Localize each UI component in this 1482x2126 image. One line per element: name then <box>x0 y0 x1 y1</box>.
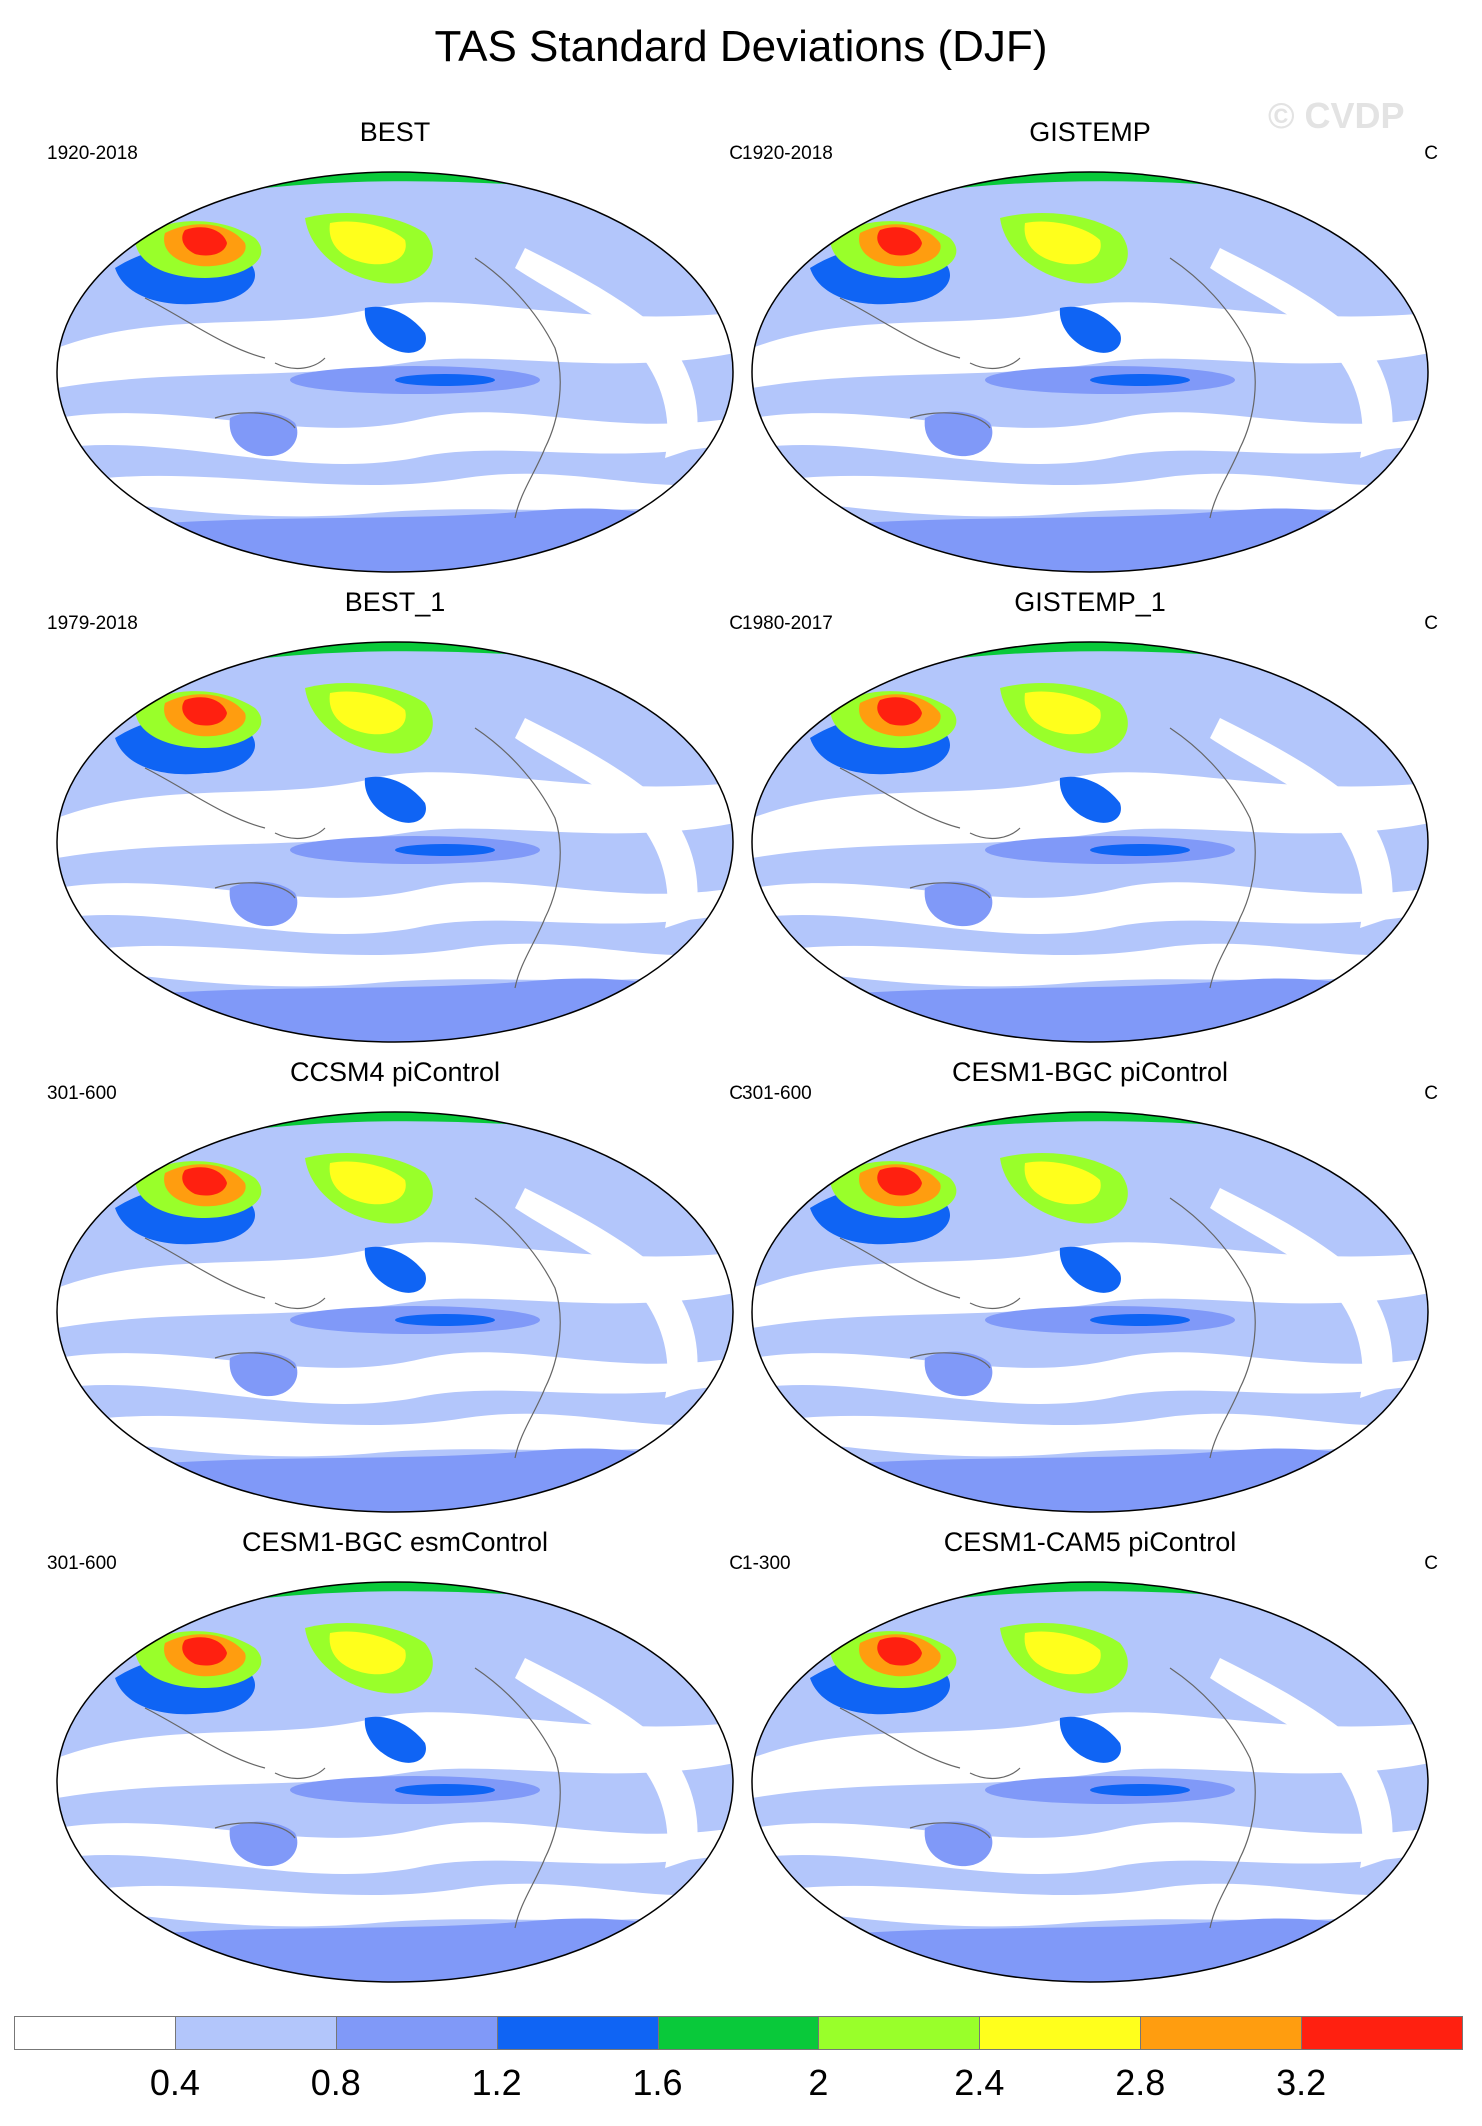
panel-period: 1980-2017 <box>742 613 833 634</box>
colorbar-tick-label: 0.8 <box>310 2062 361 2103</box>
world-map <box>45 1528 745 1998</box>
colorbar-tick-label: 2.4 <box>954 2062 1005 2103</box>
figure-title: TAS Standard Deviations (DJF) <box>434 22 1048 71</box>
panel-title: GISTEMP_1 <box>1014 587 1166 617</box>
panel-units: C <box>729 1553 743 1574</box>
panel-units: C <box>729 613 743 634</box>
panel-period: 301-600 <box>47 1083 117 1104</box>
panel-period: 1979-2018 <box>47 613 138 634</box>
panel-units: C <box>1424 1553 1438 1574</box>
colorbar-tick-label: 1.2 <box>471 2062 522 2103</box>
panel-title: BEST <box>359 117 431 147</box>
panel-title: CESM1-BGC esmControl <box>241 1527 549 1557</box>
panel-title: CESM1-CAM5 piControl <box>943 1527 1237 1557</box>
panel-units: C <box>1424 613 1438 634</box>
colorbar-tick-label: 0.4 <box>149 2062 200 2103</box>
colorbar-swatch <box>496 2016 659 2050</box>
panel-units: C <box>729 1083 743 1104</box>
map-panel: CESM1-BGC esmControl 301-600 C <box>45 1527 745 1983</box>
panel-period: 1920-2018 <box>47 143 138 164</box>
cvdp-watermark: © CVDP <box>1268 95 1405 136</box>
map-panel: GISTEMP_1 1980-2017 C <box>740 587 1440 1043</box>
map-panel: BEST_1 1979-2018 C <box>45 587 745 1043</box>
panel-period: 301-600 <box>742 1083 812 1104</box>
panel-period: 1920-2018 <box>742 143 833 164</box>
panel-units: C <box>1424 143 1438 164</box>
colorbar-tick-label: 1.6 <box>632 2062 683 2103</box>
colorbar-swatch <box>979 2016 1142 2050</box>
world-map <box>45 588 745 1058</box>
world-map <box>45 118 745 588</box>
world-map <box>740 1058 1440 1528</box>
panel-title: CCSM4 piControl <box>289 1057 501 1087</box>
colorbar-swatch <box>14 2016 176 2050</box>
colorbar-swatch <box>1140 2016 1303 2050</box>
world-map <box>740 1528 1440 1998</box>
world-map <box>740 118 1440 588</box>
colorbar-swatch <box>335 2016 498 2050</box>
map-panel: BEST 1920-2018 C <box>45 117 745 573</box>
colorbar-tick-label: 3.2 <box>1276 2062 1327 2103</box>
colorbar-swatch <box>174 2016 337 2050</box>
world-map <box>45 1058 745 1528</box>
panel-period: 301-600 <box>47 1553 117 1574</box>
map-panel: CCSM4 piControl 301-600 C <box>45 1057 745 1513</box>
map-panel: CESM1-BGC piControl 301-600 C <box>740 1057 1440 1513</box>
panel-title: BEST_1 <box>344 587 446 617</box>
map-panel: GISTEMP 1920-2018 C <box>740 117 1440 573</box>
colorbar-tick-label: 2.8 <box>1115 2062 1166 2103</box>
colorbar-swatch <box>1301 2016 1463 2050</box>
panel-units: C <box>1424 1083 1438 1104</box>
panel-title: CESM1-BGC piControl <box>951 1057 1229 1087</box>
colorbar-swatch <box>818 2016 981 2050</box>
colorbar-tick-label: 2 <box>808 2062 829 2103</box>
colorbar-swatch <box>657 2016 820 2050</box>
map-panel: CESM1-CAM5 piControl 1-300 C <box>740 1527 1440 1983</box>
panel-units: C <box>729 143 743 164</box>
panel-title: GISTEMP <box>1029 117 1151 147</box>
panel-period: 1-300 <box>742 1553 791 1574</box>
world-map <box>740 588 1440 1058</box>
colorbar <box>14 2016 1463 2052</box>
